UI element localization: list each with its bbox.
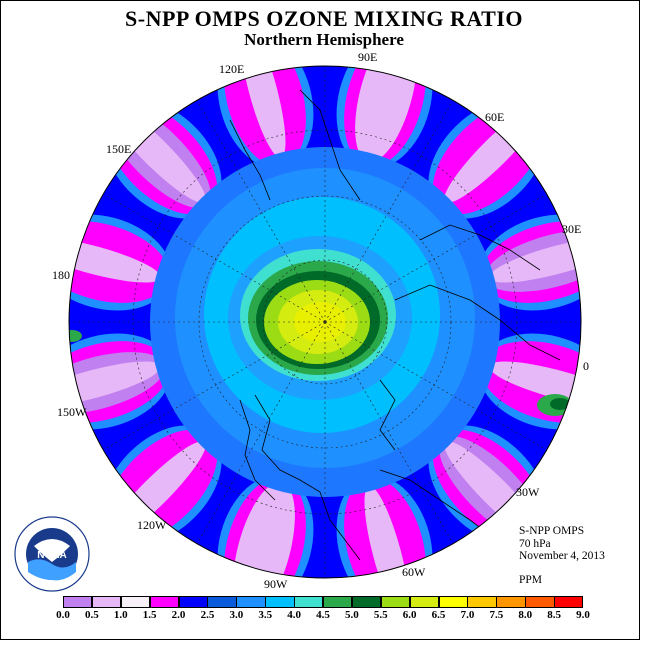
- map-title: S-NPP OMPS OZONE MIXING RATIO: [125, 6, 523, 31]
- lon-label-90w: 90W: [264, 577, 288, 591]
- lon-label-30e: 30E: [562, 222, 582, 236]
- colorbar-segment: [467, 596, 497, 608]
- colorbar-tick-label: 9.0: [576, 609, 590, 621]
- lon-label-90e: 90E: [358, 50, 378, 64]
- noaa-logo: NOAA: [14, 516, 90, 592]
- lon-label-180: 180: [52, 268, 70, 282]
- colorbar-tick-label: 3.0: [229, 609, 244, 621]
- lon-label-30w: 30W: [516, 485, 540, 499]
- ozone-petal: [336, 66, 433, 169]
- noaa-logo-text: NOAA: [37, 550, 66, 561]
- outer-ozone-petals: [69, 66, 581, 578]
- colorbar-tick-label: 4.0: [287, 609, 301, 621]
- lon-label-150e: 150E: [106, 142, 132, 156]
- colorbar-tick-label: 3.5: [258, 609, 273, 621]
- colorbar: [63, 596, 584, 608]
- lon-label-60w: 60W: [402, 565, 426, 579]
- colorbar-segment: [323, 596, 353, 608]
- colorbar-segment: [207, 596, 237, 608]
- colorbar-segment: [63, 596, 93, 608]
- ozone-petal: [69, 214, 172, 311]
- ozone-petal: [217, 66, 314, 169]
- colorbar-tick-label: 1.0: [113, 609, 128, 621]
- ozone-field: [69, 66, 581, 578]
- colorbar-segment: [265, 596, 295, 608]
- lon-label-60e: 60E: [485, 110, 505, 124]
- lon-label-0: 0: [583, 359, 589, 373]
- colorbar-tick-label: 2.5: [200, 609, 215, 621]
- colorbar-tick-label: 6.0: [402, 609, 417, 621]
- colorbar-tick-label: 7.5: [489, 609, 504, 621]
- ozone-petal: [69, 333, 172, 430]
- colorbar-tick-label: 0.0: [56, 609, 70, 621]
- colorbar-segment: [236, 596, 266, 608]
- colorbar-segment: [409, 596, 440, 608]
- info-instrument: S-NPP OMPS: [519, 525, 585, 537]
- ozone-petal: [478, 333, 581, 430]
- colorbar-segment: [438, 596, 468, 608]
- colorbar-tick-label: 0.5: [85, 609, 99, 621]
- colorbar-segment: [496, 596, 526, 608]
- colorbar-tick-label: 2.0: [171, 609, 186, 621]
- colorbar-segment: [554, 596, 584, 608]
- colorbar-segment: [120, 596, 151, 608]
- ozone-petal: [217, 475, 314, 578]
- ozone-petal: [336, 475, 433, 578]
- colorbar-tick-label: 8.0: [518, 609, 533, 621]
- colorbar-tick-label: 1.5: [142, 609, 157, 621]
- colorbar-segment: [525, 596, 555, 608]
- colorbar-segment: [380, 596, 411, 608]
- map-subtitle: Northern Hemisphere: [244, 30, 404, 49]
- colorbar-tick-label: 4.5: [316, 609, 330, 621]
- colorbar-segment: [91, 596, 122, 608]
- info-units: PPM: [519, 574, 543, 586]
- colorbar-segment: [178, 596, 208, 608]
- colorbar-tick-label: 8.5: [547, 609, 561, 621]
- colorbar-tick-label: 5.0: [345, 609, 359, 621]
- colorbar-segment: [149, 596, 180, 608]
- figure-frame: [0, 0, 640, 640]
- lon-label-120e: 120E: [219, 62, 245, 76]
- info-level: 70 hPa: [519, 538, 551, 550]
- colorbar-segment: [351, 596, 382, 608]
- lon-label-150w: 150W: [57, 405, 87, 419]
- ozone-petal: [478, 214, 581, 311]
- colorbar-tick-label: 6.5: [431, 609, 446, 621]
- info-date: November 4, 2013: [519, 550, 605, 562]
- lon-label-120w: 120W: [137, 518, 167, 532]
- colorbar-tick-label: 5.5: [373, 609, 388, 621]
- colorbar-segment: [294, 596, 324, 608]
- colorbar-tick-label: 7.0: [460, 609, 475, 621]
